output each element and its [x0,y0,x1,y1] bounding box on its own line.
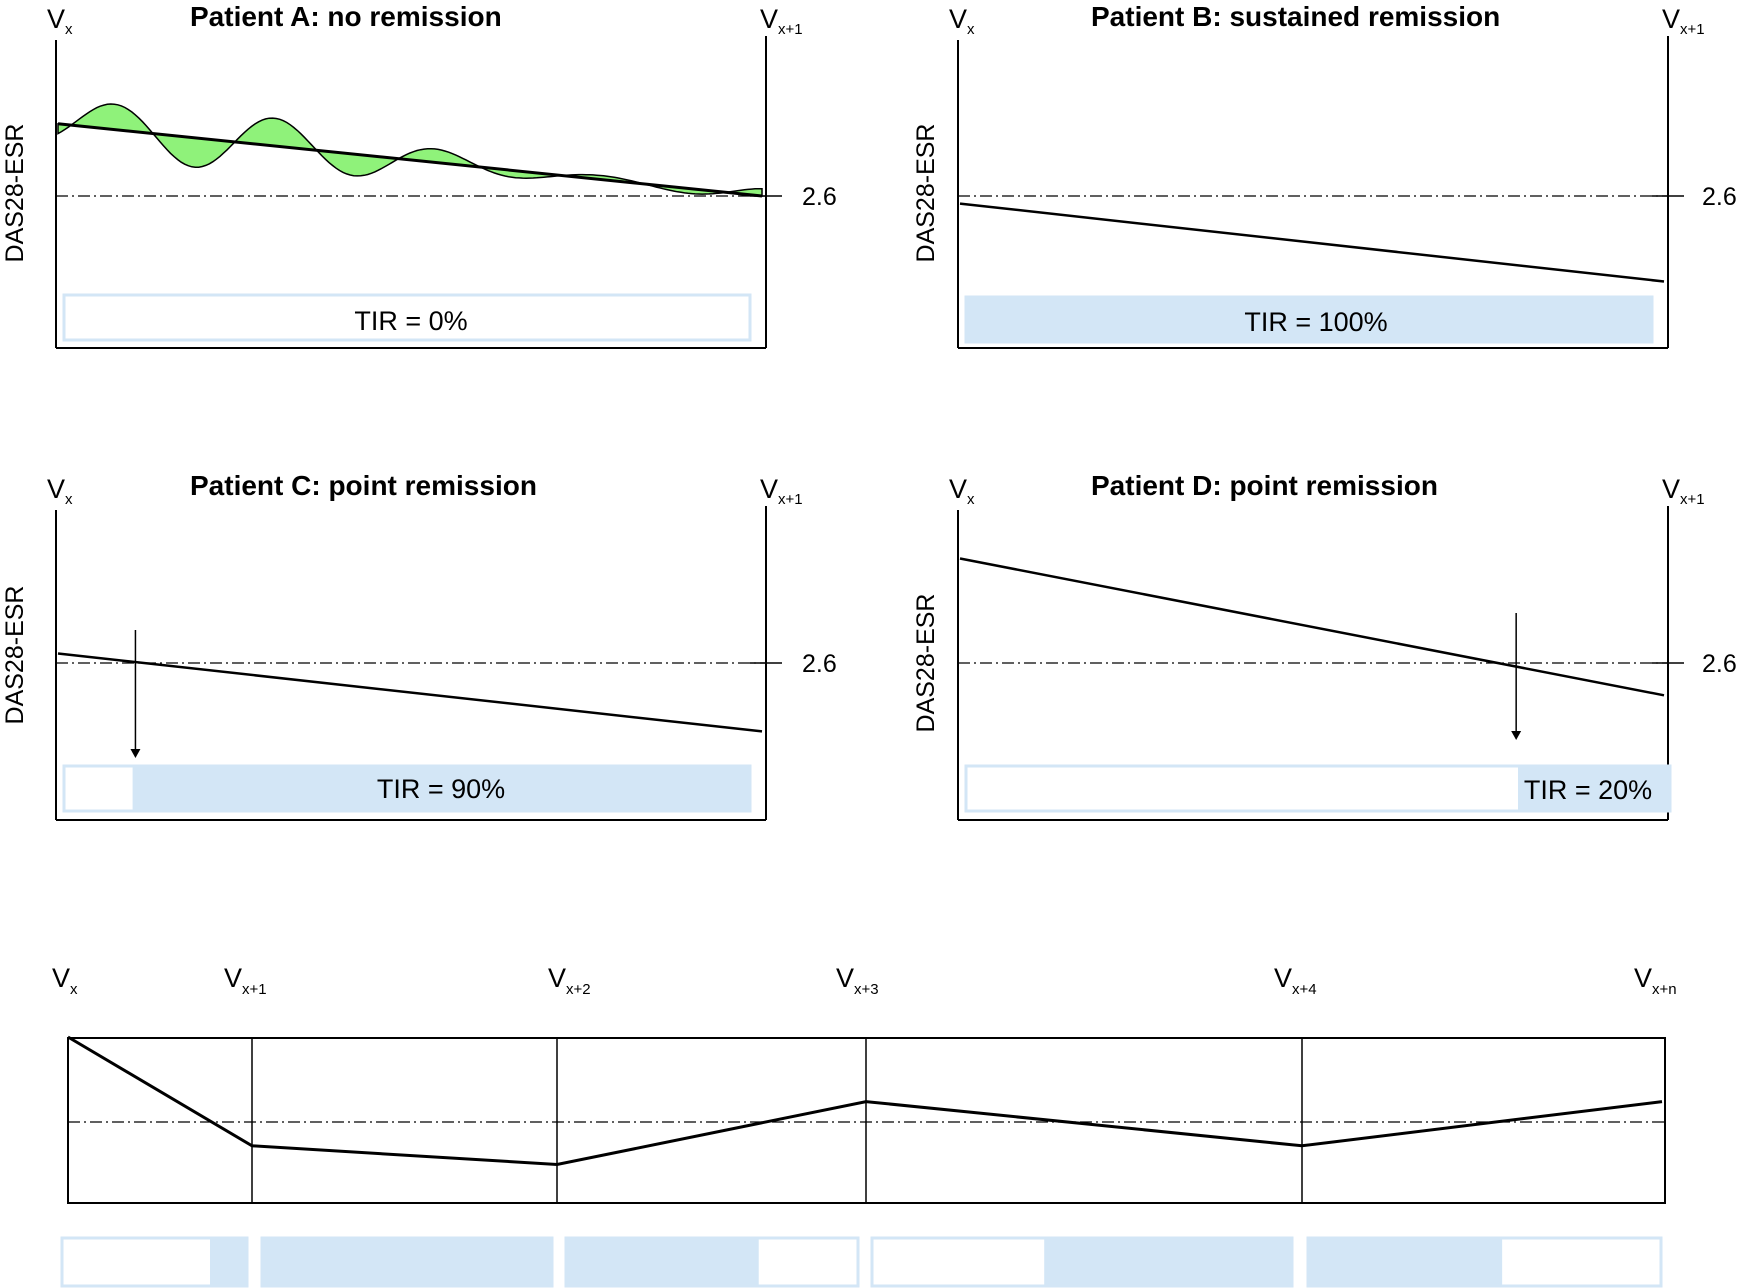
das28-trend-line [57,122,763,198]
multi-visit-timeline: Vx Vx+1 Vx+2 Vx+3 Vx+4 Vx+n [52,963,1677,1288]
panel-patient-c: 2.6 Patient C: point remission DAS28-ESR… [1,470,837,821]
segment-tir-bar [260,1236,554,1288]
arrow-head [1511,731,1522,740]
das28-trend-line [57,652,763,733]
visit-start-label: Vx [47,4,73,38]
timeline-tir-bars [60,1236,1663,1288]
oscillation-area [57,103,763,197]
segment-tir-bar [564,1236,860,1288]
y-axis-label: DAS28-ESR [1,124,29,263]
tir-bar-remission-fill [1308,1238,1503,1286]
panel-patient-b: 2.6 Patient B: sustained remission DAS28… [912,1,1737,349]
visit-dividers [251,1038,1303,1203]
tir-bar-remission-fill [210,1238,247,1286]
oscillation-curve [57,103,763,197]
visit-label: Vx+2 [548,963,591,998]
panel-patient-a: 2.6 Patient A: no remission DAS28-ESR Vx… [1,1,837,349]
tir-bar-remission-fill [1518,766,1670,811]
das28-timeline-line [67,1035,1663,1167]
visit-end-label: Vx+1 [760,474,803,508]
panel-title: Patient A: no remission [190,1,502,32]
visit-label: Vx+3 [836,963,879,998]
threshold-label: 2.6 [802,183,837,211]
das28-trend-line [959,202,1665,283]
y-axis-label: DAS28-ESR [912,594,940,733]
tir-bar [62,293,752,342]
visit-end-label: Vx+1 [1662,474,1705,508]
visit-label: Vx+n [1634,963,1677,998]
panel-title: Patient B: sustained remission [1091,1,1500,32]
tir-bar-remission-fill [566,1238,759,1286]
visit-start-label: Vx [949,4,975,38]
threshold-label: 2.6 [1702,650,1737,678]
tir-label: TIR = 20% [1524,775,1652,805]
visit-start-label: Vx [47,474,73,508]
panel-patient-d: 2.6 Patient D: point remission DAS28-ESR… [912,470,1737,821]
segment-tir-bar [1306,1236,1663,1288]
tir-label: TIR = 90% [377,774,505,804]
tir-bar [964,764,1672,813]
arrow-head [130,749,141,758]
visit-label: Vx+4 [1274,963,1317,998]
segment-tir-bar [60,1236,249,1288]
y-axis-label: DAS28-ESR [1,586,29,725]
tir-bar-remission-fill [262,1238,552,1286]
visit-end-label: Vx+1 [760,4,803,38]
panel-title: Patient C: point remission [190,470,537,501]
tir-bar-remission-fill [132,766,751,811]
visit-start-label: Vx [949,474,975,508]
tir-label: TIR = 100% [1244,307,1387,337]
tir-bar [964,295,1654,344]
tir-bar-remission-fill [1044,1238,1292,1286]
segment-tir-bar [870,1236,1294,1288]
visit-label: Vx [52,963,78,998]
y-axis-label: DAS28-ESR [912,124,940,263]
tir-bar [62,764,752,813]
visit-end-label: Vx+1 [1662,4,1705,38]
das28-trend-line [959,557,1665,697]
threshold-label: 2.6 [1702,183,1737,211]
visit-labels: Vx Vx+1 Vx+2 Vx+3 Vx+4 Vx+n [52,963,1677,998]
tir-bar-outline [62,293,752,342]
threshold-label: 2.6 [802,650,837,678]
panel-title: Patient D: point remission [1091,470,1438,501]
tir-bar-remission-fill [966,297,1652,342]
tir-label: TIR = 0% [354,306,467,336]
visit-label: Vx+1 [224,963,267,998]
remission-start-arrow [1511,613,1522,740]
remission-start-arrow [130,630,141,758]
